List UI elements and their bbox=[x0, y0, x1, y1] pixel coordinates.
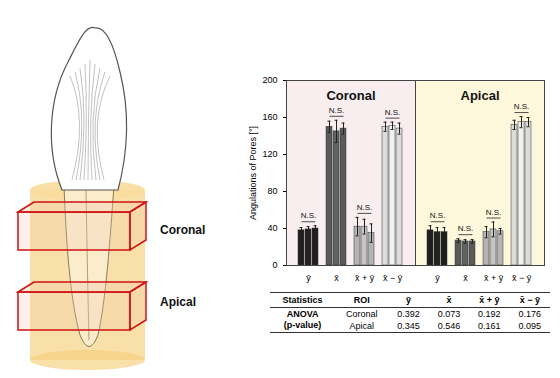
svg-text:120: 120 bbox=[262, 149, 277, 159]
html-text:0.192: 0.192 bbox=[478, 309, 501, 319]
svg-text:N.S.: N.S. bbox=[430, 211, 446, 220]
svg-text:x̄ + ȳ: x̄ + ȳ bbox=[355, 273, 375, 283]
svg-text:x̄: x̄ bbox=[334, 273, 339, 283]
svg-text:x̄ − ȳ: x̄ − ȳ bbox=[383, 273, 403, 283]
html-text:0.176: 0.176 bbox=[518, 309, 541, 319]
html-text:Coronal: Coronal bbox=[346, 309, 378, 319]
html-text:ROI: ROI bbox=[353, 295, 370, 305]
html-text:0.095: 0.095 bbox=[518, 321, 541, 331]
svg-text:N.S.: N.S. bbox=[329, 106, 345, 115]
html-text:0.345: 0.345 bbox=[397, 321, 420, 331]
svg-text:x̄: x̄ bbox=[463, 273, 468, 283]
svg-text:N.S.: N.S. bbox=[458, 224, 474, 233]
html-text:(p-value): (p-value) bbox=[283, 320, 322, 330]
svg-text:160: 160 bbox=[262, 112, 277, 122]
svg-text:40: 40 bbox=[267, 223, 277, 233]
html-text:Apical: Apical bbox=[349, 321, 374, 331]
html-text:Statistics: Statistics bbox=[282, 295, 323, 305]
svg-text:N.S.: N.S. bbox=[357, 203, 373, 212]
html-text:0.546: 0.546 bbox=[437, 321, 461, 331]
svg-text:N.S.: N.S. bbox=[486, 208, 502, 217]
svg-text:x̄ + ȳ: x̄ + ȳ bbox=[484, 273, 504, 283]
html-text:ANOVA: ANOVA bbox=[286, 309, 319, 319]
svg-text:Apical: Apical bbox=[160, 295, 196, 309]
svg-text:Coronal: Coronal bbox=[160, 223, 205, 237]
html-text:x̄: x̄ bbox=[446, 295, 452, 305]
svg-text:ȳ: ȳ bbox=[435, 273, 440, 283]
svg-text:x̄ − ȳ: x̄ − ȳ bbox=[512, 273, 532, 283]
html-text:0.073: 0.073 bbox=[437, 309, 461, 319]
svg-text:200: 200 bbox=[262, 75, 277, 85]
svg-text:N.S.: N.S. bbox=[514, 102, 530, 111]
svg-text:N.S.: N.S. bbox=[301, 211, 317, 220]
svg-text:Coronal: Coronal bbox=[326, 88, 375, 103]
svg-text:N.S.: N.S. bbox=[385, 108, 401, 117]
svg-text:Apical: Apical bbox=[460, 88, 499, 103]
svg-text:80: 80 bbox=[267, 186, 277, 196]
svg-text:ȳ: ȳ bbox=[306, 273, 311, 283]
html-text:0.161: 0.161 bbox=[478, 321, 501, 331]
html-text:0.392: 0.392 bbox=[397, 309, 420, 319]
html-text:x̄ − ȳ: x̄ − ȳ bbox=[519, 295, 540, 305]
svg-text:0: 0 bbox=[272, 260, 277, 270]
html-text:ȳ: ȳ bbox=[406, 295, 411, 305]
svg-text:Angulations of Pores [°]: Angulations of Pores [°] bbox=[248, 126, 258, 220]
html-text:x̄ + ȳ: x̄ + ȳ bbox=[479, 295, 500, 305]
